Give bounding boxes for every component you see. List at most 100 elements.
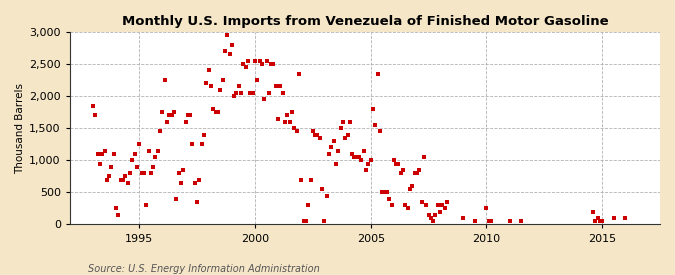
Point xyxy=(354,155,364,159)
Point xyxy=(402,206,413,211)
Point xyxy=(88,104,99,108)
Point xyxy=(335,126,346,130)
Point xyxy=(296,177,306,182)
Point xyxy=(305,177,316,182)
Point xyxy=(377,190,387,195)
Point xyxy=(161,120,172,124)
Point xyxy=(372,72,383,76)
Point xyxy=(256,62,267,66)
Point xyxy=(418,155,429,159)
Point xyxy=(145,171,156,175)
Point xyxy=(409,171,420,175)
Point xyxy=(458,216,468,220)
Point xyxy=(321,193,332,198)
Point xyxy=(234,84,244,89)
Point xyxy=(393,161,404,166)
Point xyxy=(483,219,494,224)
Point xyxy=(117,177,128,182)
Point xyxy=(247,91,258,95)
Point xyxy=(590,219,601,224)
Point xyxy=(104,174,115,178)
Point xyxy=(169,110,180,114)
Point xyxy=(485,219,496,224)
Point xyxy=(164,113,175,118)
Point xyxy=(254,59,265,63)
Point xyxy=(608,216,619,220)
Point xyxy=(263,91,274,95)
Point xyxy=(333,148,344,153)
Point xyxy=(298,219,309,224)
Point xyxy=(425,216,436,220)
Point xyxy=(287,110,298,114)
Point xyxy=(150,155,161,159)
Point xyxy=(215,87,225,92)
Point xyxy=(331,161,342,166)
Point xyxy=(365,158,376,163)
Point xyxy=(416,200,427,204)
Point xyxy=(136,171,147,175)
Point xyxy=(201,81,212,86)
Point xyxy=(504,219,515,224)
Point xyxy=(231,91,242,95)
Point xyxy=(127,158,138,163)
Point xyxy=(587,210,598,214)
Point xyxy=(252,78,263,82)
Point xyxy=(129,152,140,156)
Point xyxy=(238,62,249,66)
Point xyxy=(226,43,237,47)
Point xyxy=(159,78,170,82)
Title: Monthly U.S. Imports from Venezuela of Finished Motor Gasoline: Monthly U.S. Imports from Venezuela of F… xyxy=(122,15,608,28)
Point xyxy=(275,84,286,89)
Point xyxy=(229,94,240,98)
Point xyxy=(261,59,272,63)
Point xyxy=(439,206,450,211)
Point xyxy=(106,164,117,169)
Point xyxy=(312,133,323,137)
Point xyxy=(516,219,526,224)
Point xyxy=(192,200,202,204)
Point xyxy=(97,152,107,156)
Point xyxy=(185,113,196,118)
Point xyxy=(138,171,149,175)
Point xyxy=(143,148,154,153)
Point xyxy=(349,155,360,159)
Point xyxy=(213,110,223,114)
Point xyxy=(134,142,144,147)
Point xyxy=(398,168,408,172)
Point xyxy=(352,155,362,159)
Point xyxy=(317,187,327,191)
Point xyxy=(259,97,269,101)
Point xyxy=(404,187,415,191)
Point xyxy=(421,203,431,207)
Point xyxy=(358,148,369,153)
Point xyxy=(240,65,251,70)
Point xyxy=(430,213,441,217)
Point xyxy=(391,161,402,166)
Point xyxy=(323,152,334,156)
Point xyxy=(441,200,452,204)
Point xyxy=(208,107,219,111)
Point xyxy=(182,113,193,118)
Point xyxy=(319,219,330,224)
Point xyxy=(469,219,480,224)
Point xyxy=(153,148,163,153)
Point xyxy=(222,33,233,37)
Point xyxy=(115,177,126,182)
Point xyxy=(595,219,605,224)
Point xyxy=(236,91,246,95)
Point xyxy=(381,190,392,195)
Point xyxy=(328,139,339,143)
Point xyxy=(268,62,279,66)
Point xyxy=(363,161,374,166)
Point xyxy=(250,59,261,63)
Point xyxy=(342,133,353,137)
Point xyxy=(368,107,379,111)
Point xyxy=(433,203,443,207)
Point xyxy=(171,197,182,201)
Point xyxy=(282,113,293,118)
Point xyxy=(206,84,217,89)
Point xyxy=(300,219,311,224)
Point xyxy=(592,216,603,220)
Point xyxy=(400,203,411,207)
Point xyxy=(242,59,253,63)
